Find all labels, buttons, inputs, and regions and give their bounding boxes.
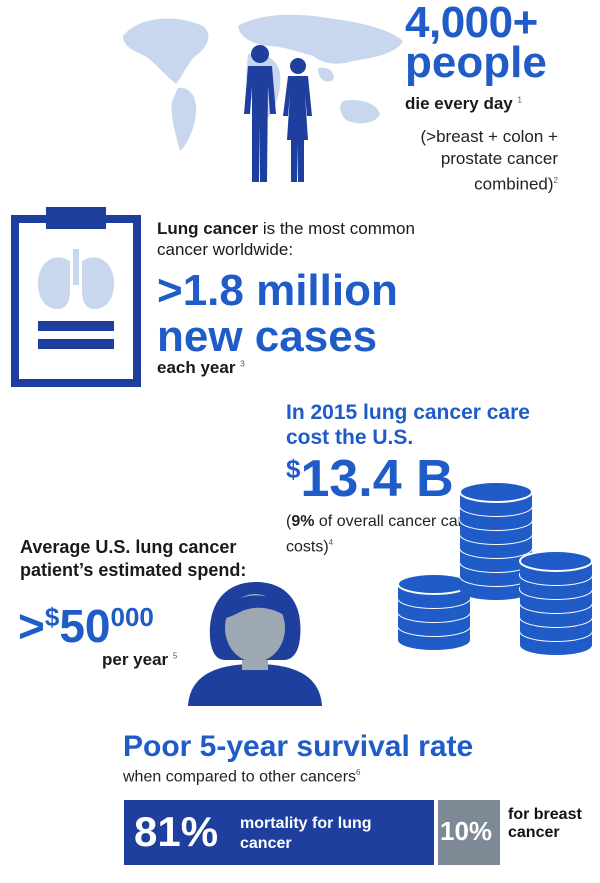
coin	[459, 481, 533, 516]
ref-6: 6	[356, 768, 361, 777]
cost-intro: In 2015 lung cancer care cost the U.S.	[286, 401, 530, 449]
deaths-number: 4,000+	[405, 0, 538, 47]
ref-2: 2	[553, 176, 558, 185]
clipboard-lungs-icon	[11, 207, 141, 387]
ref-4: 4	[328, 538, 334, 547]
breast-mortality-percent: 10%	[440, 816, 493, 846]
survival-title: Poor 5-year survival rate	[123, 730, 474, 763]
breast-mortality-label: for breast cancer	[508, 806, 582, 841]
ref-3: 3	[240, 359, 245, 369]
cost-note: (9% of overall cancer care costs)4	[286, 513, 472, 556]
lung-mortality-label: mortality for lung cancer	[240, 815, 372, 852]
survival-sub: when compared to other cancers6	[123, 768, 361, 786]
people-silhouette-icon	[244, 45, 312, 182]
spend-intro: Average U.S. lung cancer patient’s estim…	[20, 537, 247, 580]
deaths-note: (>breast + colon + prostate cancer combi…	[420, 127, 558, 194]
deaths-word: people	[405, 38, 547, 87]
deaths-sub: die every day 1	[405, 94, 522, 113]
coin	[519, 550, 593, 585]
patient-avatar-icon	[188, 582, 322, 706]
breast-mortality-bar	[438, 800, 500, 865]
lung-mortality-percent: 81%	[134, 808, 219, 855]
ref-5: 5	[172, 651, 178, 661]
cases-sub: each year 3	[157, 358, 245, 377]
coin	[397, 573, 471, 608]
cases-number: >1.8 million new cases	[157, 266, 398, 361]
lung-mortality-bar	[124, 800, 434, 865]
lung-intro: Lung cancer is the most common cancer wo…	[157, 219, 415, 259]
spend-sub: per year 5	[102, 650, 178, 669]
ref-1: 1	[517, 95, 522, 105]
coin-stacks-icon	[397, 481, 593, 655]
spend-amount: >$50000	[18, 600, 154, 652]
cost-amount: $13.4 B	[286, 450, 454, 508]
